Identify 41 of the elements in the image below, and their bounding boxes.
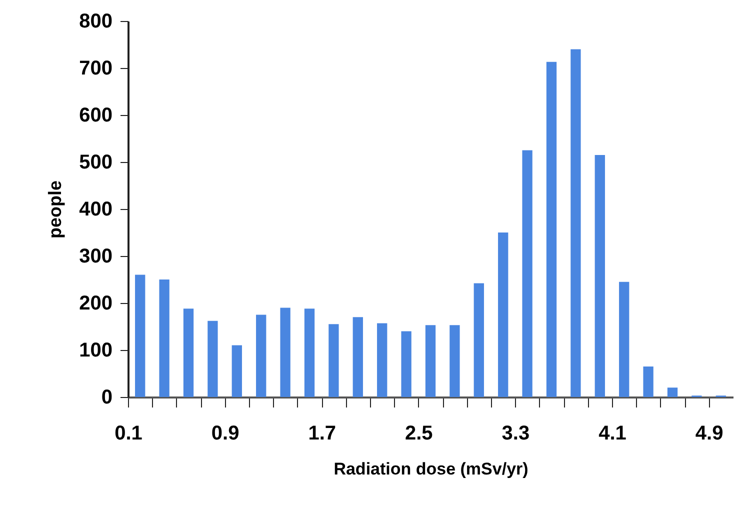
y-tick-label: 200 xyxy=(79,292,112,314)
bar xyxy=(450,325,460,397)
bar xyxy=(667,388,678,397)
bar xyxy=(159,280,170,397)
bar xyxy=(619,282,630,397)
bar xyxy=(232,345,242,397)
y-tick-label: 600 xyxy=(79,104,112,126)
bar xyxy=(570,49,581,397)
bar xyxy=(401,331,412,397)
y-tick-label: 500 xyxy=(79,152,112,174)
x-tick-label: 1.7 xyxy=(308,422,336,444)
bar xyxy=(643,366,654,397)
x-tick-label: 0.9 xyxy=(211,422,240,444)
bar xyxy=(594,154,605,397)
bar xyxy=(425,325,436,397)
y-tick-label: 800 xyxy=(79,10,112,32)
bar xyxy=(377,323,388,397)
bar xyxy=(522,150,532,397)
x-tick-label: 0.1 xyxy=(114,422,142,444)
bar xyxy=(352,317,363,397)
y-tick-label: 700 xyxy=(79,58,112,80)
x-tick-label: 4.1 xyxy=(598,422,626,444)
y-tick-label: 100 xyxy=(79,340,112,362)
y-axis-title: people xyxy=(45,180,66,239)
bar xyxy=(256,314,266,397)
y-tick-label: 300 xyxy=(79,246,112,268)
x-axis-title: Radiation dose (mSv/yr) xyxy=(334,460,528,478)
bar xyxy=(135,274,146,397)
x-tick-label: 3.3 xyxy=(502,422,530,444)
bar xyxy=(498,232,508,397)
x-tick-label: 4.9 xyxy=(695,422,724,444)
bar xyxy=(183,308,194,397)
x-tick-label: 2.5 xyxy=(404,422,433,444)
y-tick-label: 400 xyxy=(79,198,112,220)
bar xyxy=(328,324,339,397)
bar xyxy=(546,62,557,397)
bar xyxy=(304,308,315,397)
y-tick-label: 0 xyxy=(101,386,112,408)
bar xyxy=(474,283,484,397)
bar xyxy=(208,320,218,397)
bar xyxy=(280,308,290,397)
